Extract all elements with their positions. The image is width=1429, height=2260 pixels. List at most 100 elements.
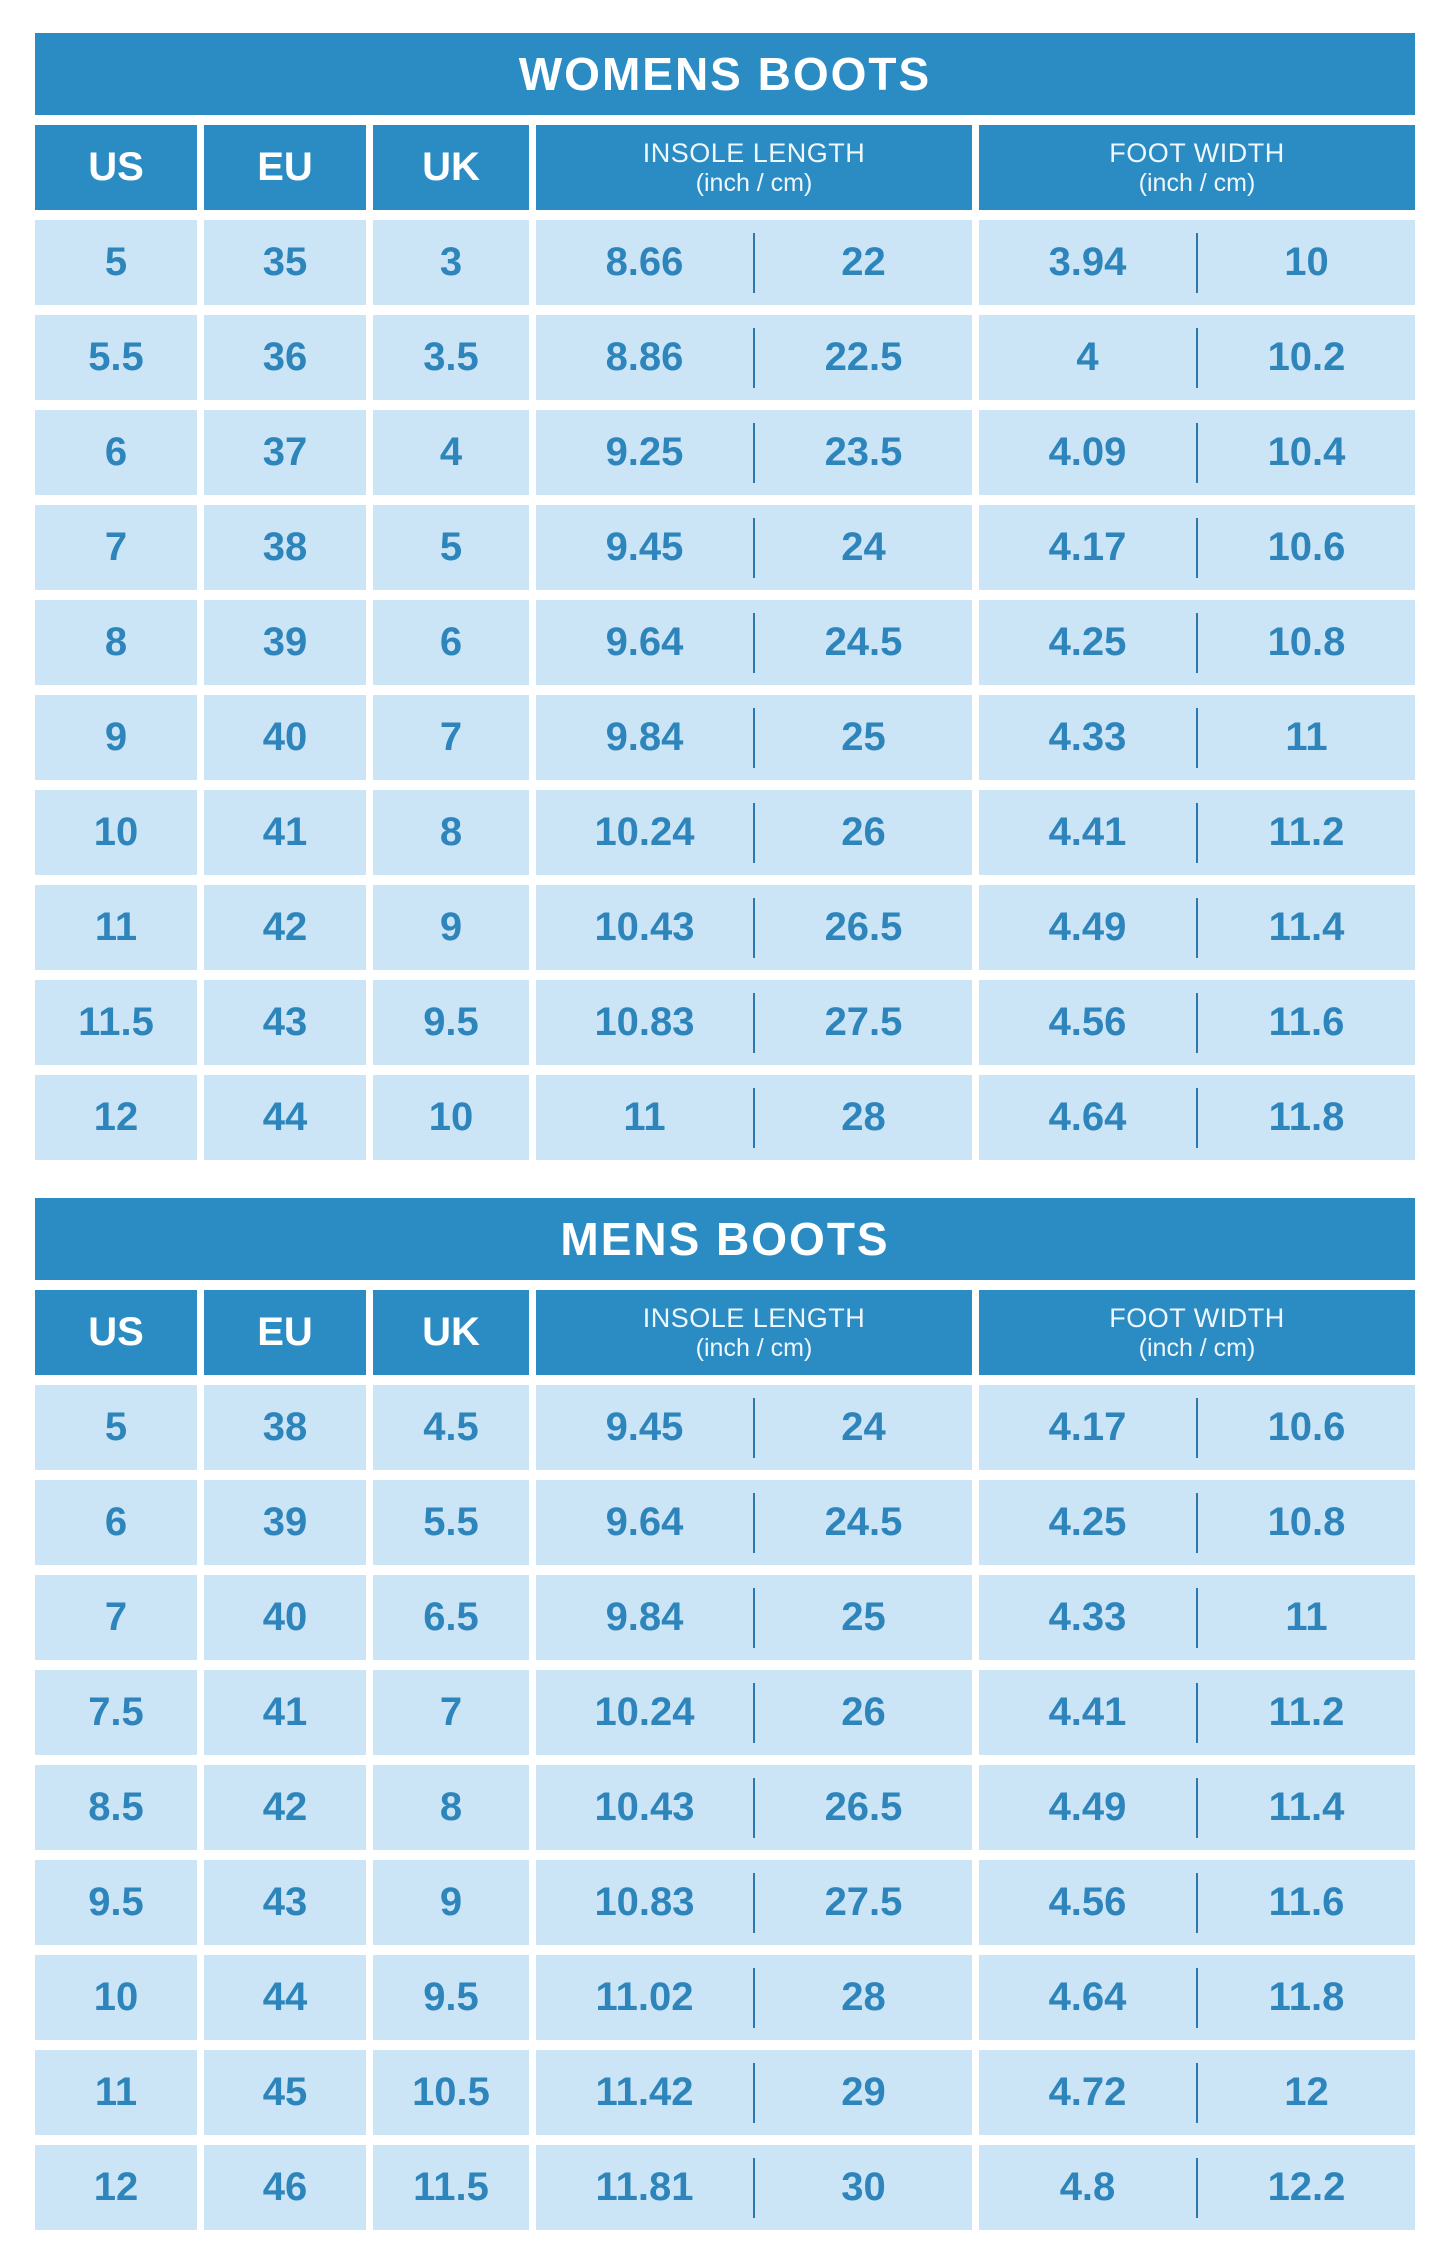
- eu-cell: 43: [204, 980, 366, 1065]
- insole-inch-value: 9.84: [605, 715, 684, 759]
- eu-value: 46: [262, 2165, 308, 2209]
- foot-inch-value: 4.41: [1048, 1690, 1127, 1734]
- cell-divider: [1196, 707, 1198, 768]
- header-uk: UK: [373, 125, 529, 210]
- foot-width-cell: 4.33 11: [979, 695, 1415, 780]
- uk-value: 5.5: [423, 1500, 479, 1544]
- foot-width-cell: 4.8 12.2: [979, 2145, 1415, 2230]
- foot-inch-value: 4.25: [1048, 620, 1127, 664]
- foot-cm-value: 11.8: [1268, 1095, 1345, 1139]
- us-cell: 9: [35, 695, 197, 780]
- insole-inch-value: 9.25: [605, 430, 684, 474]
- uk-value: 3: [439, 240, 463, 284]
- insole-inch-value: 9.64: [605, 1500, 684, 1544]
- uk-value: 9: [439, 905, 463, 949]
- uk-value: 4.5: [423, 1405, 479, 1449]
- cell-divider: [1196, 1967, 1198, 2028]
- foot-inch-value: 4.72: [1048, 2070, 1127, 2114]
- us-cell: 8: [35, 600, 197, 685]
- insole-inch-value: 9.45: [605, 1405, 684, 1449]
- header-label: UK: [422, 1310, 480, 1354]
- foot-width-cell: 4.41 11.2: [979, 790, 1415, 875]
- eu-value: 40: [262, 715, 308, 759]
- header-label: INSOLE LENGTH: [642, 1303, 866, 1334]
- us-value: 10: [93, 1975, 139, 2019]
- foot-cm-value: 11: [1285, 1595, 1328, 1639]
- insole-cm-value: 27.5: [824, 1880, 903, 1924]
- foot-inch-value: 4.25: [1048, 1500, 1127, 1544]
- foot-inch-value: 4.8: [1059, 2165, 1116, 2209]
- foot-inch-value: 4.33: [1048, 1595, 1127, 1639]
- us-cell: 6: [35, 410, 197, 495]
- cell-divider: [753, 232, 755, 293]
- header-unit: (inch / cm): [695, 1333, 813, 1362]
- cell-divider: [753, 1492, 755, 1553]
- us-value: 7: [104, 525, 128, 569]
- us-cell: 7.5: [35, 1670, 197, 1755]
- cell-divider: [1196, 897, 1198, 958]
- eu-cell: 36: [204, 315, 366, 400]
- insole-cm-value: 26: [841, 1690, 886, 1734]
- foot-cm-value: 11.6: [1268, 1000, 1345, 1044]
- foot-inch-value: 4.64: [1048, 1975, 1127, 2019]
- foot-inch-value: 4.33: [1048, 715, 1127, 759]
- header-label: EU: [257, 1310, 313, 1354]
- eu-value: 44: [262, 1095, 308, 1139]
- eu-value: 35: [262, 240, 308, 284]
- uk-value: 6.5: [423, 1595, 479, 1639]
- us-cell: 12: [35, 2145, 197, 2230]
- uk-value: 9.5: [423, 1975, 479, 2019]
- uk-cell: 5: [373, 505, 529, 590]
- womens-boots-table: WOMENS BOOTS US EU UK INSOLE LENGTH (inch / c…: [35, 33, 1415, 1160]
- insole-length-cell: 9.64 24.5: [536, 600, 972, 685]
- mens-boots-table: MENS BOOTS US EU UK INSOLE LENGTH (inch / cm)…: [35, 1198, 1415, 2230]
- us-value: 6: [104, 1500, 128, 1544]
- header-uk: UK: [373, 1290, 529, 1375]
- us-value: 8.5: [88, 1785, 144, 1829]
- uk-cell: 3: [373, 220, 529, 305]
- header-unit: (inch / cm): [695, 168, 813, 197]
- foot-cm-value: 11.4: [1268, 1785, 1345, 1829]
- insole-length-cell: 10.43 26.5: [536, 885, 972, 970]
- uk-value: 5: [439, 525, 463, 569]
- us-value: 10: [93, 810, 139, 854]
- us-value: 11.5: [78, 1000, 154, 1044]
- foot-width-cell: 4.17 10.6: [979, 505, 1415, 590]
- header-label: INSOLE LENGTH: [642, 138, 866, 169]
- insole-length-cell: 10.24 26: [536, 790, 972, 875]
- eu-value: 41: [262, 810, 308, 854]
- us-value: 7.5: [88, 1690, 144, 1734]
- cell-divider: [753, 897, 755, 958]
- insole-inch-value: 10.43: [594, 1785, 695, 1829]
- insole-cm-value: 26: [841, 810, 886, 854]
- uk-cell: 11.5: [373, 2145, 529, 2230]
- foot-cm-value: 10.2: [1267, 335, 1346, 379]
- us-value: 5: [104, 240, 128, 284]
- foot-cm-value: 10.8: [1267, 1500, 1346, 1544]
- eu-cell: 35: [204, 220, 366, 305]
- header-eu: EU: [204, 1290, 366, 1375]
- insole-inch-value: 10.83: [594, 1000, 695, 1044]
- eu-cell: 44: [204, 1075, 366, 1160]
- foot-inch-value: 3.94: [1048, 240, 1127, 284]
- eu-cell: 37: [204, 410, 366, 495]
- uk-value: 4: [439, 430, 463, 474]
- insole-cm-value: 25: [841, 715, 886, 759]
- header-unit: (inch / cm): [1138, 168, 1256, 197]
- foot-width-cell: 4.17 10.6: [979, 1385, 1415, 1470]
- eu-cell: 39: [204, 600, 366, 685]
- foot-inch-value: 4: [1076, 335, 1099, 379]
- foot-width-cell: 4.41 11.2: [979, 1670, 1415, 1755]
- cell-divider: [753, 1777, 755, 1838]
- us-cell: 9.5: [35, 1860, 197, 1945]
- insole-cm-value: 26.5: [824, 905, 903, 949]
- uk-cell: 7: [373, 1670, 529, 1755]
- eu-value: 44: [262, 1975, 308, 2019]
- eu-cell: 42: [204, 885, 366, 970]
- eu-cell: 44: [204, 1955, 366, 2040]
- uk-cell: 9: [373, 885, 529, 970]
- table-grid: US EU UK INSOLE LENGTH (inch / cm) FOOT WIDTH…: [35, 125, 1415, 1160]
- insole-inch-value: 11.42: [595, 2070, 694, 2114]
- table-title: MENS BOOTS: [560, 1213, 890, 1265]
